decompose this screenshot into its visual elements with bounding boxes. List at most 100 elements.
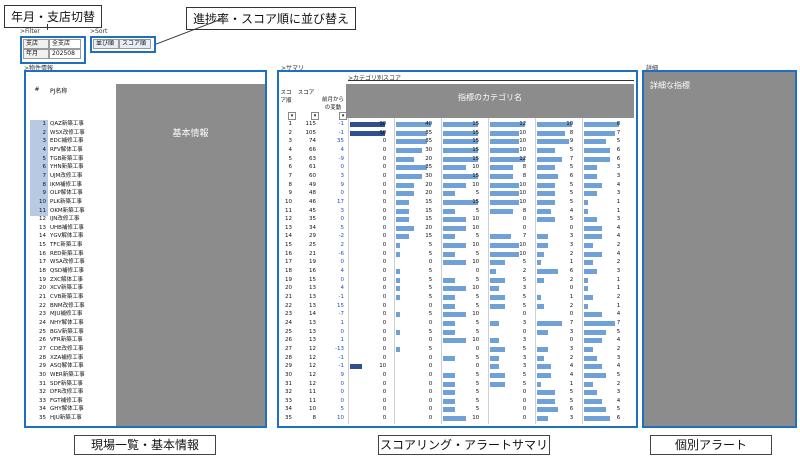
category-score-value: 0 — [428, 337, 433, 344]
category-score-bar — [584, 260, 593, 266]
row-project-name[interactable]: UJM改修工事 — [50, 172, 83, 179]
row-number: 9 — [42, 190, 47, 197]
row-change: -9 — [338, 155, 344, 162]
category-score-underline — [348, 80, 634, 81]
category-score-value: 10 — [472, 181, 480, 188]
row-change: -6 — [338, 250, 344, 257]
row-score-rank: 33 — [285, 397, 292, 404]
row-score: 12 — [309, 380, 316, 387]
category-score-value: 10 — [379, 363, 387, 370]
change-filter[interactable]: ▾ — [339, 112, 347, 120]
row-project-name[interactable]: EDC補修工事 — [50, 138, 84, 145]
category-score-value: 5 — [569, 389, 574, 396]
category-score-bar — [537, 320, 562, 326]
row-project-name[interactable]: OKM新築工事 — [50, 207, 85, 214]
row-score: 13 — [309, 337, 316, 344]
row-score: 29 — [309, 233, 316, 240]
category-score-value: 10 — [519, 190, 527, 197]
category-score-value: 3 — [616, 190, 621, 197]
row-project-name[interactable]: CDE改修工事 — [50, 345, 84, 352]
row-project-name[interactable]: YHN新築工事 — [50, 164, 84, 171]
month-select[interactable]: 202508 — [49, 49, 81, 59]
row-project-name[interactable]: IJN改修工事 — [50, 216, 80, 223]
row-score-rank: 26 — [285, 337, 292, 344]
row-project-name[interactable]: BNM改修工事 — [50, 302, 85, 309]
category-score-bar — [537, 329, 548, 335]
sort-score-button[interactable]: スコア順 — [119, 39, 151, 49]
row-project-name[interactable]: BGV新築工事 — [50, 328, 84, 335]
category-score-bar — [537, 277, 545, 283]
category-score-bar — [396, 346, 401, 352]
category-score-bar — [537, 260, 541, 266]
category-score-value: 20 — [425, 155, 433, 162]
category-score-value: 4 — [616, 363, 621, 370]
category-score-value: 5 — [522, 302, 527, 309]
row-project-name[interactable]: VFR新築工事 — [50, 337, 83, 344]
row-score: 13 — [309, 285, 316, 292]
category-score-value: 5 — [428, 242, 433, 249]
row-project-name[interactable]: SDF新築工事 — [50, 380, 83, 387]
category-score-value: 5 — [569, 198, 574, 205]
category-score-value: 0 — [382, 345, 387, 352]
row-score: 11 — [309, 397, 316, 404]
branch-select[interactable]: 全支店 — [49, 39, 81, 49]
row-project-name[interactable]: IKM補修工事 — [50, 181, 82, 188]
row-project-name[interactable]: PLK新築工事 — [50, 198, 82, 205]
category-score-bar — [490, 122, 526, 127]
row-score: 66 — [309, 146, 316, 153]
row-project-name[interactable]: RFV解体工事 — [50, 146, 83, 153]
category-score-value: 6 — [569, 172, 574, 179]
row-project-name[interactable]: ZXC解体工事 — [50, 276, 83, 283]
category-score-value: 10 — [519, 129, 527, 136]
category-score-value: 2 — [522, 268, 527, 275]
row-project-name[interactable]: QAZ新築工事 — [50, 121, 84, 127]
category-score-bar — [396, 225, 414, 231]
category-score-value: 10 — [472, 224, 480, 231]
category-score-bar — [537, 234, 548, 240]
row-project-name[interactable]: OLP解体工事 — [50, 190, 83, 197]
category-score-bar — [537, 130, 566, 136]
category-score-value: 1 — [616, 198, 621, 205]
row-score: 13 — [309, 302, 316, 309]
category-score-value: 0 — [382, 294, 387, 300]
row-project-name[interactable]: WSX改修工事 — [50, 129, 85, 136]
row-project-name[interactable]: ASQ解体工事 — [50, 363, 84, 370]
row-project-name[interactable]: QSD補修工事 — [50, 268, 85, 275]
category-score-value: 4 — [616, 337, 621, 344]
category-score-bar — [537, 139, 569, 145]
category-score-bar — [584, 346, 593, 352]
category-score-value: 7 — [522, 233, 527, 240]
row-project-name[interactable]: TFC新築工事 — [50, 242, 83, 249]
row-score: 19 — [309, 259, 316, 266]
category-score-value: 0 — [382, 216, 387, 223]
category-score-value: 10 — [566, 121, 574, 127]
category-score-value: 2 — [569, 302, 574, 309]
row-project-name[interactable]: TGB新築工事 — [50, 155, 84, 162]
category-score-bar — [584, 372, 606, 378]
row-project-name[interactable]: WER新築工事 — [50, 371, 85, 378]
row-project-name[interactable]: XZA補修工事 — [50, 354, 84, 361]
row-project-name[interactable]: DFR改修工事 — [50, 389, 84, 396]
row-project-name[interactable]: NHY解体工事 — [50, 319, 84, 326]
row-project-name[interactable]: RED新築工事 — [50, 250, 84, 257]
category-score-bar — [490, 355, 499, 361]
score-rank-filter[interactable]: ▾ — [288, 112, 296, 120]
row-project-name[interactable]: FGT補修工事 — [50, 397, 83, 404]
row-project-name[interactable]: GHY解体工事 — [50, 406, 84, 413]
category-score-value: 0 — [475, 268, 480, 275]
row-change: -1 — [338, 363, 344, 370]
row-score: 12 — [309, 345, 316, 352]
row-project-name[interactable]: WSA改修工事 — [50, 259, 85, 266]
score-filter[interactable]: ▾ — [311, 112, 319, 120]
row-score: 21 — [309, 250, 316, 257]
row-project-name[interactable]: HJU新築工事 — [50, 415, 82, 422]
category-score-value: 5 — [428, 276, 433, 283]
category-score-value: 8 — [522, 207, 527, 214]
row-project-name[interactable]: YGV解体工事 — [50, 233, 84, 240]
row-project-name[interactable]: XCV新築工事 — [50, 285, 83, 292]
row-project-name[interactable]: UHB補修工事 — [50, 224, 84, 231]
row-project-name[interactable]: CVB新築工事 — [50, 294, 84, 300]
category-score-value: 15 — [472, 146, 480, 153]
sort-rate-button[interactable]: 並び順 — [93, 39, 119, 49]
row-project-name[interactable]: MJU補修工事 — [50, 311, 83, 318]
